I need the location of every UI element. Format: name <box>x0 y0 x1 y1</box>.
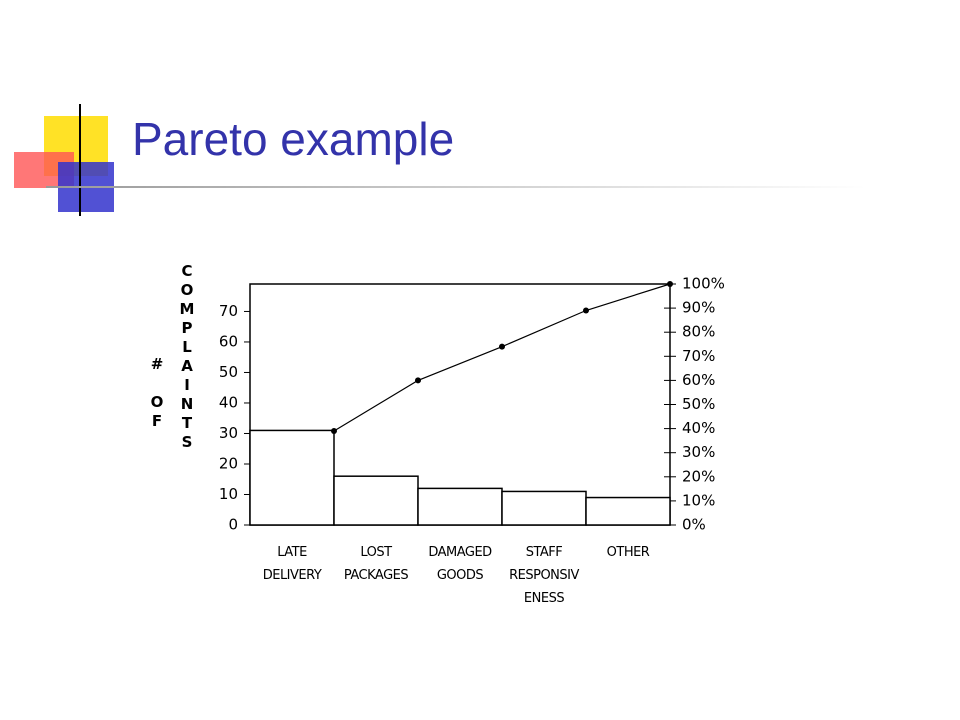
y2-tick-label: 20% <box>682 467 715 485</box>
slide-title: Pareto example <box>132 113 455 165</box>
y2-tick-label: 10% <box>682 491 715 509</box>
y2-tick-label: 80% <box>682 323 715 341</box>
x-tick-label: OTHER <box>606 545 650 560</box>
y2-tick-label: 90% <box>682 299 715 317</box>
y-tick-label: 60 <box>219 332 238 350</box>
y-label: COMPLAINTS <box>178 262 196 452</box>
bar <box>501 490 587 526</box>
y2-tick-label: 100% <box>682 275 725 293</box>
cumulative-point <box>499 343 505 350</box>
y2-tick-label: 60% <box>682 371 715 389</box>
y2-tick-label: 70% <box>682 347 715 365</box>
y-tick-label: 30 <box>219 424 238 442</box>
deco-rule <box>46 186 866 188</box>
y-tick-label: 20 <box>219 454 238 472</box>
y-label: # OF <box>148 355 166 431</box>
bar <box>417 487 503 526</box>
y2-tick-label: 30% <box>682 443 715 461</box>
cumulative-point <box>415 377 421 384</box>
x-tick-label: LOST PACKAGES <box>343 545 409 583</box>
cumulative-point <box>583 307 589 314</box>
y2-tick-label: 0% <box>682 516 706 534</box>
x-tick-label: LATE DELIVERY <box>262 545 322 583</box>
bar <box>249 429 335 526</box>
y-tick-label: 10 <box>219 485 238 503</box>
bar <box>333 475 419 526</box>
cumulative-point <box>667 281 673 287</box>
y-tick-label: 50 <box>219 363 238 381</box>
y-tick-label: 40 <box>219 393 238 411</box>
cumulative-point <box>331 428 337 435</box>
y-tick-label: 0 <box>228 516 238 534</box>
y2-tick-label: 40% <box>682 419 715 437</box>
y2-tick-label: 50% <box>682 395 715 413</box>
x-tick-label: STAFF RESPONSIV ENESS <box>509 545 579 606</box>
bar <box>585 496 671 526</box>
cumulative-line <box>333 283 671 432</box>
x-tick-label: DAMAGED GOODS <box>428 545 492 583</box>
y-tick-label: 70 <box>219 302 238 320</box>
